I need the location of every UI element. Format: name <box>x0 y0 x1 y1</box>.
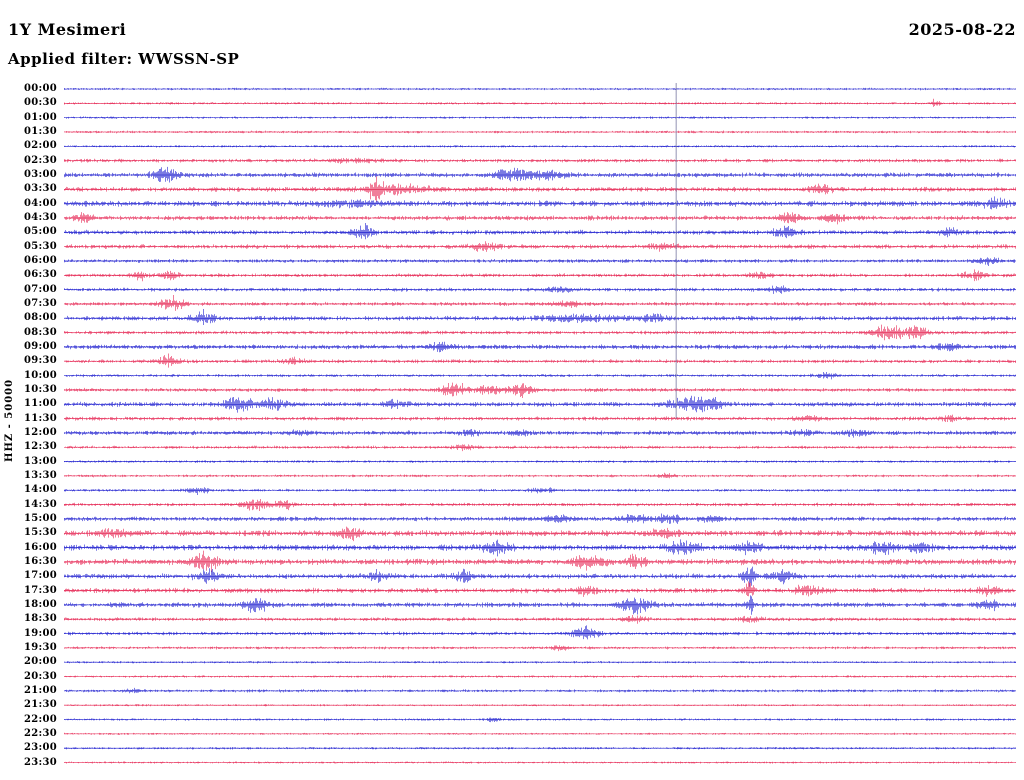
time-label: 16:30 <box>23 555 57 567</box>
time-label: 09:30 <box>23 355 57 367</box>
time-label: 00:30 <box>23 97 57 109</box>
time-label: 01:00 <box>23 111 57 123</box>
time-labels: 00:00 00:30 01:00 01:30 02:00 02:30 03:00 03:30… <box>0 82 57 780</box>
time-label: 05:00 <box>23 226 57 238</box>
time-label: 19:00 <box>23 627 57 639</box>
time-label: 02:30 <box>23 154 57 166</box>
time-label: 13:30 <box>23 469 57 481</box>
time-label: 17:00 <box>23 570 57 582</box>
time-label: 07:30 <box>23 297 57 309</box>
helicorder-plot <box>64 82 1016 774</box>
time-label: 07:00 <box>23 283 57 295</box>
time-label: 15:30 <box>23 527 57 539</box>
time-label: 12:30 <box>23 441 57 453</box>
time-label: 10:30 <box>23 383 57 395</box>
time-label: 06:00 <box>23 254 57 266</box>
filter-label: Applied filter: WWSSN-SP <box>8 50 240 68</box>
time-label: 23:00 <box>23 742 57 754</box>
time-label: 15:00 <box>23 512 57 524</box>
time-label: 02:00 <box>23 140 57 152</box>
time-label: 12:00 <box>23 426 57 438</box>
time-label: 08:30 <box>23 326 57 338</box>
time-label: 14:30 <box>23 498 57 510</box>
station-title: 1Y Mesimeri <box>8 20 127 39</box>
time-label: 23:30 <box>23 756 57 768</box>
time-label: 10:00 <box>23 369 57 381</box>
time-label: 11:30 <box>23 412 57 424</box>
time-label: 22:00 <box>23 713 57 725</box>
time-label: 11:00 <box>23 398 57 410</box>
date-label: 2025-08-22 <box>908 20 1016 39</box>
time-label: 20:00 <box>23 656 57 668</box>
time-label: 16:00 <box>23 541 57 553</box>
time-label: 03:30 <box>23 183 57 195</box>
time-label: 13:00 <box>23 455 57 467</box>
time-label: 08:00 <box>23 312 57 324</box>
time-label: 04:00 <box>23 197 57 209</box>
time-label: 18:00 <box>23 598 57 610</box>
time-label: 03:00 <box>23 168 57 180</box>
time-label: 14:00 <box>23 484 57 496</box>
time-label: 09:00 <box>23 340 57 352</box>
time-label: 22:30 <box>23 727 57 739</box>
time-label: 20:30 <box>23 670 57 682</box>
time-label: 21:30 <box>23 699 57 711</box>
time-label: 00:00 <box>23 83 57 94</box>
time-label: 01:30 <box>23 125 57 137</box>
time-label: 18:30 <box>23 613 57 625</box>
time-label: 19:30 <box>23 641 57 653</box>
time-label: 05:30 <box>23 240 57 252</box>
time-label: 21:00 <box>23 684 57 696</box>
time-label: 06:30 <box>23 269 57 281</box>
time-label: 04:30 <box>23 211 57 223</box>
time-label: 17:30 <box>23 584 57 596</box>
